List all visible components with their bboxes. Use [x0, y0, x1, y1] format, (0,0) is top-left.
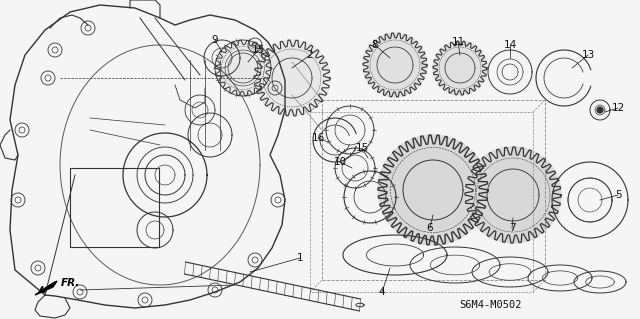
- Circle shape: [378, 135, 488, 245]
- Text: 14: 14: [504, 40, 516, 50]
- Text: 4: 4: [379, 287, 385, 297]
- Text: 15: 15: [355, 143, 369, 153]
- Text: 11: 11: [451, 37, 465, 47]
- Text: 1: 1: [297, 253, 303, 263]
- Text: S6M4-M0502: S6M4-M0502: [459, 300, 521, 310]
- Circle shape: [363, 33, 427, 97]
- Polygon shape: [35, 281, 57, 295]
- Circle shape: [215, 40, 271, 96]
- Text: 16: 16: [312, 133, 324, 143]
- Text: 8: 8: [372, 40, 378, 50]
- Text: FR.: FR.: [61, 278, 81, 288]
- Text: 7: 7: [509, 223, 515, 233]
- Circle shape: [254, 40, 330, 116]
- Text: 6: 6: [427, 223, 433, 233]
- Circle shape: [433, 41, 487, 95]
- Text: 12: 12: [611, 103, 625, 113]
- Text: 5: 5: [614, 190, 621, 200]
- Text: 15: 15: [252, 45, 264, 55]
- Text: 13: 13: [581, 50, 595, 60]
- Circle shape: [465, 147, 561, 243]
- Text: 2: 2: [307, 50, 314, 60]
- Text: 10: 10: [333, 157, 347, 167]
- Text: 9: 9: [212, 35, 218, 45]
- Circle shape: [597, 107, 603, 113]
